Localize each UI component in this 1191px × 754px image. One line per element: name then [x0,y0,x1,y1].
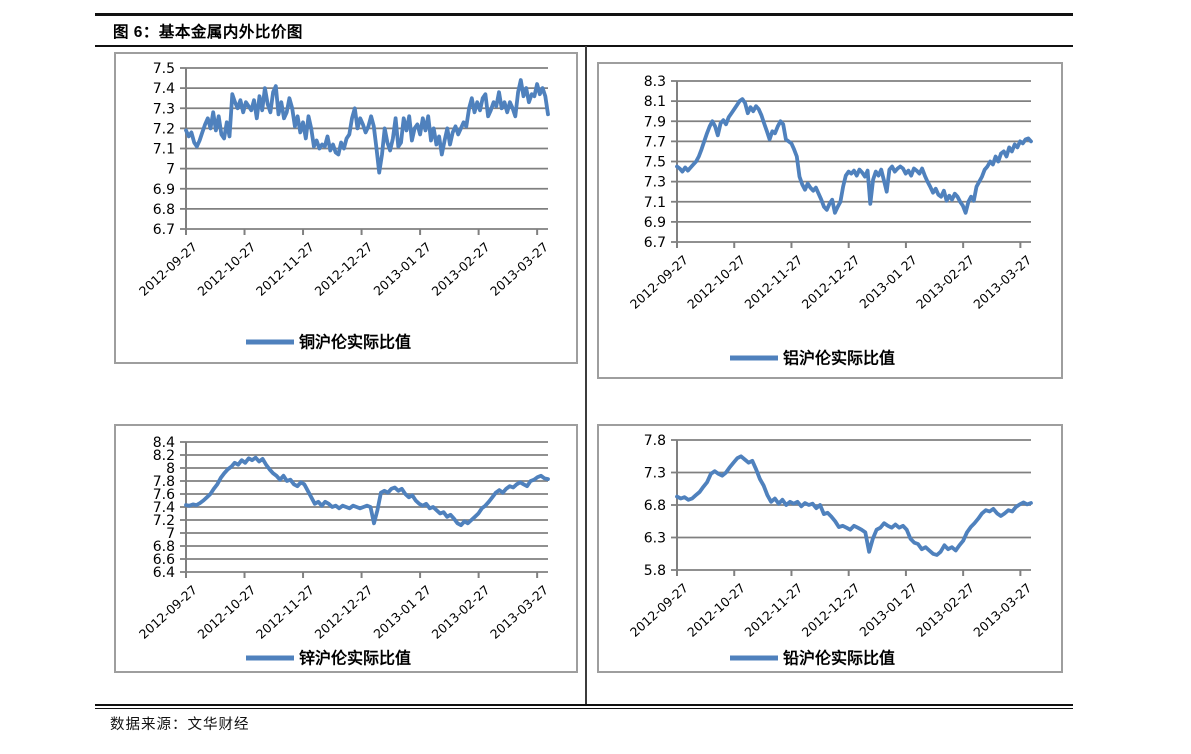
aluminum-ytick-label: 7.1 [644,195,666,211]
zinc-legend-label: 锌沪伦实际比值 [299,649,411,668]
copper-ytick-label: 7.3 [153,101,175,117]
lead-legend-label: 铅沪伦实际比值 [783,649,895,668]
aluminum-ytick-label: 7.5 [644,155,666,171]
lead-xtick-label: 2013-01 27 [856,580,920,639]
zinc-xtick-label: 2012-09-27 [136,582,200,642]
zinc-xtick-label: 2013-03-27 [487,582,551,642]
lead-xtick-label: 2012-11-27 [741,580,805,640]
zinc-ytick-label: 7.2 [153,513,175,529]
aluminum-ytick-label: 7.7 [644,134,666,150]
aluminum-ytick-label: 7.3 [644,175,666,191]
zinc-xtick-label: 2013-02-27 [429,582,493,642]
aluminum-ytick-label: 8.3 [644,74,666,90]
copper-xtick-label: 2012-09-27 [136,239,200,299]
zinc-ytick-label: 6.4 [153,565,175,581]
aluminum-legend-label: 铝沪伦实际比值 [783,349,895,368]
zinc-chart-svg: 8.48.287.87.67.47.276.86.66.42012-09-272… [136,435,551,668]
aluminum-xtick-label: 2012-09-27 [627,252,691,312]
lead-chart-svg: 7.87.36.86.35.82012-09-272012-10-272012-… [627,433,1034,668]
lead-xtick-label: 2013-03-27 [970,580,1034,640]
copper-xtick-label: 2013-03-27 [487,239,551,299]
lead-ytick-label: 5.8 [644,563,666,579]
copper-ytick-label: 7.5 [153,61,175,77]
title-underline [95,45,1073,47]
aluminum-ratio-chart: 8.3 8.1 7.9 7.7 7.5 7.3 7.1 6.9 6.7 2012-09-27 201… [597,62,1063,379]
lead-series-line [675,454,1033,557]
column-divider [585,46,587,705]
bottom-rule-thin [95,708,1073,709]
copper-xtick-label: 2012-12-27 [312,239,376,299]
lead-xtick-label: 2012-10-27 [684,580,748,640]
aluminum-xtick-label: 2013-02-27 [913,252,977,312]
copper-xtick-label: 2012-11-27 [253,239,317,299]
zinc-xtick-label: 2012-12-27 [312,582,376,642]
zinc-xtick-label: 2013-01 27 [370,582,434,641]
zinc-ytick-label: 6.6 [153,552,175,568]
aluminum-series-line [675,97,1033,215]
copper-ytick-label: 7.1 [153,142,175,158]
zinc-ratio-chart: 8.4 8.2 8 7.8 7.6 7.4 7.2 7 6.8 6.6 6.4 2012-09-27 2… [114,424,578,673]
copper-chart-svg: 7.57.47.37.27.176.96.86.72012-09-272012-… [136,61,551,352]
zinc-ytick-label: 7 [166,526,175,542]
aluminum-ytick-label: 7.9 [644,114,666,130]
copper-xtick-label: 2013-01 27 [370,239,434,298]
zinc-ytick-label: 7.4 [153,500,175,516]
copper-ytick-label: 7 [166,162,175,178]
copper-ytick-label: 6.7 [153,222,175,238]
copper-ytick-label: 7.4 [153,81,175,97]
aluminum-ytick-label: 6.7 [644,235,666,251]
copper-legend-label: 铜沪伦实际比值 [299,333,411,352]
aluminum-xtick-label: 2012-11-27 [741,252,805,312]
zinc-ytick-label: 7.8 [153,474,175,490]
aluminum-ytick-label: 8.1 [644,94,666,110]
copper-ytick-label: 7.2 [153,121,175,137]
copper-xtick-label: 2013-02-27 [429,239,493,299]
zinc-xtick-label: 2012-11-27 [253,582,317,642]
top-rule [95,13,1073,16]
bottom-rule [95,704,1073,706]
copper-xtick-label: 2012-10-27 [194,239,258,299]
lead-xtick-label: 2012-12-27 [799,580,863,640]
aluminum-chart-svg: 8.38.17.97.77.57.37.16.96.72012-09-27201… [627,74,1034,368]
lead-xtick-label: 2013-02-27 [913,580,977,640]
zinc-ytick-label: 8 [166,461,175,477]
lead-ytick-label: 7.3 [644,466,666,482]
aluminum-ytick-label: 6.9 [644,215,666,231]
aluminum-xtick-label: 2012-12-27 [799,252,863,312]
lead-ytick-label: 7.8 [644,433,666,449]
zinc-series-line [184,455,550,528]
aluminum-xtick-label: 2013-03-27 [970,252,1034,312]
zinc-ytick-label: 8.2 [153,448,175,464]
zinc-ytick-label: 6.8 [153,539,175,555]
lead-ratio-chart: 7.8 7.3 6.8 6.3 5.8 2012-09-27 2012-10-27 2012-… [597,424,1063,673]
copper-series-line [184,78,550,175]
lead-ytick-label: 6.3 [644,531,666,547]
data-source: 数据来源：文华财经 [110,717,250,733]
aluminum-xtick-label: 2013-01 27 [856,252,920,311]
zinc-ytick-label: 8.4 [153,435,175,451]
figure-title: 图 6：基本金属内外比价图 [113,24,303,41]
copper-ratio-chart: 7.5 7.4 7.3 7.2 7.1 7 6.9 6.8 6.7 2012-09-27 2012-… [114,52,578,364]
zinc-ytick-label: 7.6 [153,487,175,503]
copper-ytick-label: 6.9 [153,182,175,198]
lead-xtick-label: 2012-09-27 [627,580,691,640]
copper-ytick-label: 6.8 [153,202,175,218]
zinc-xtick-label: 2012-10-27 [194,582,258,642]
aluminum-xtick-label: 2012-10-27 [684,252,748,312]
lead-ytick-label: 6.8 [644,498,666,514]
